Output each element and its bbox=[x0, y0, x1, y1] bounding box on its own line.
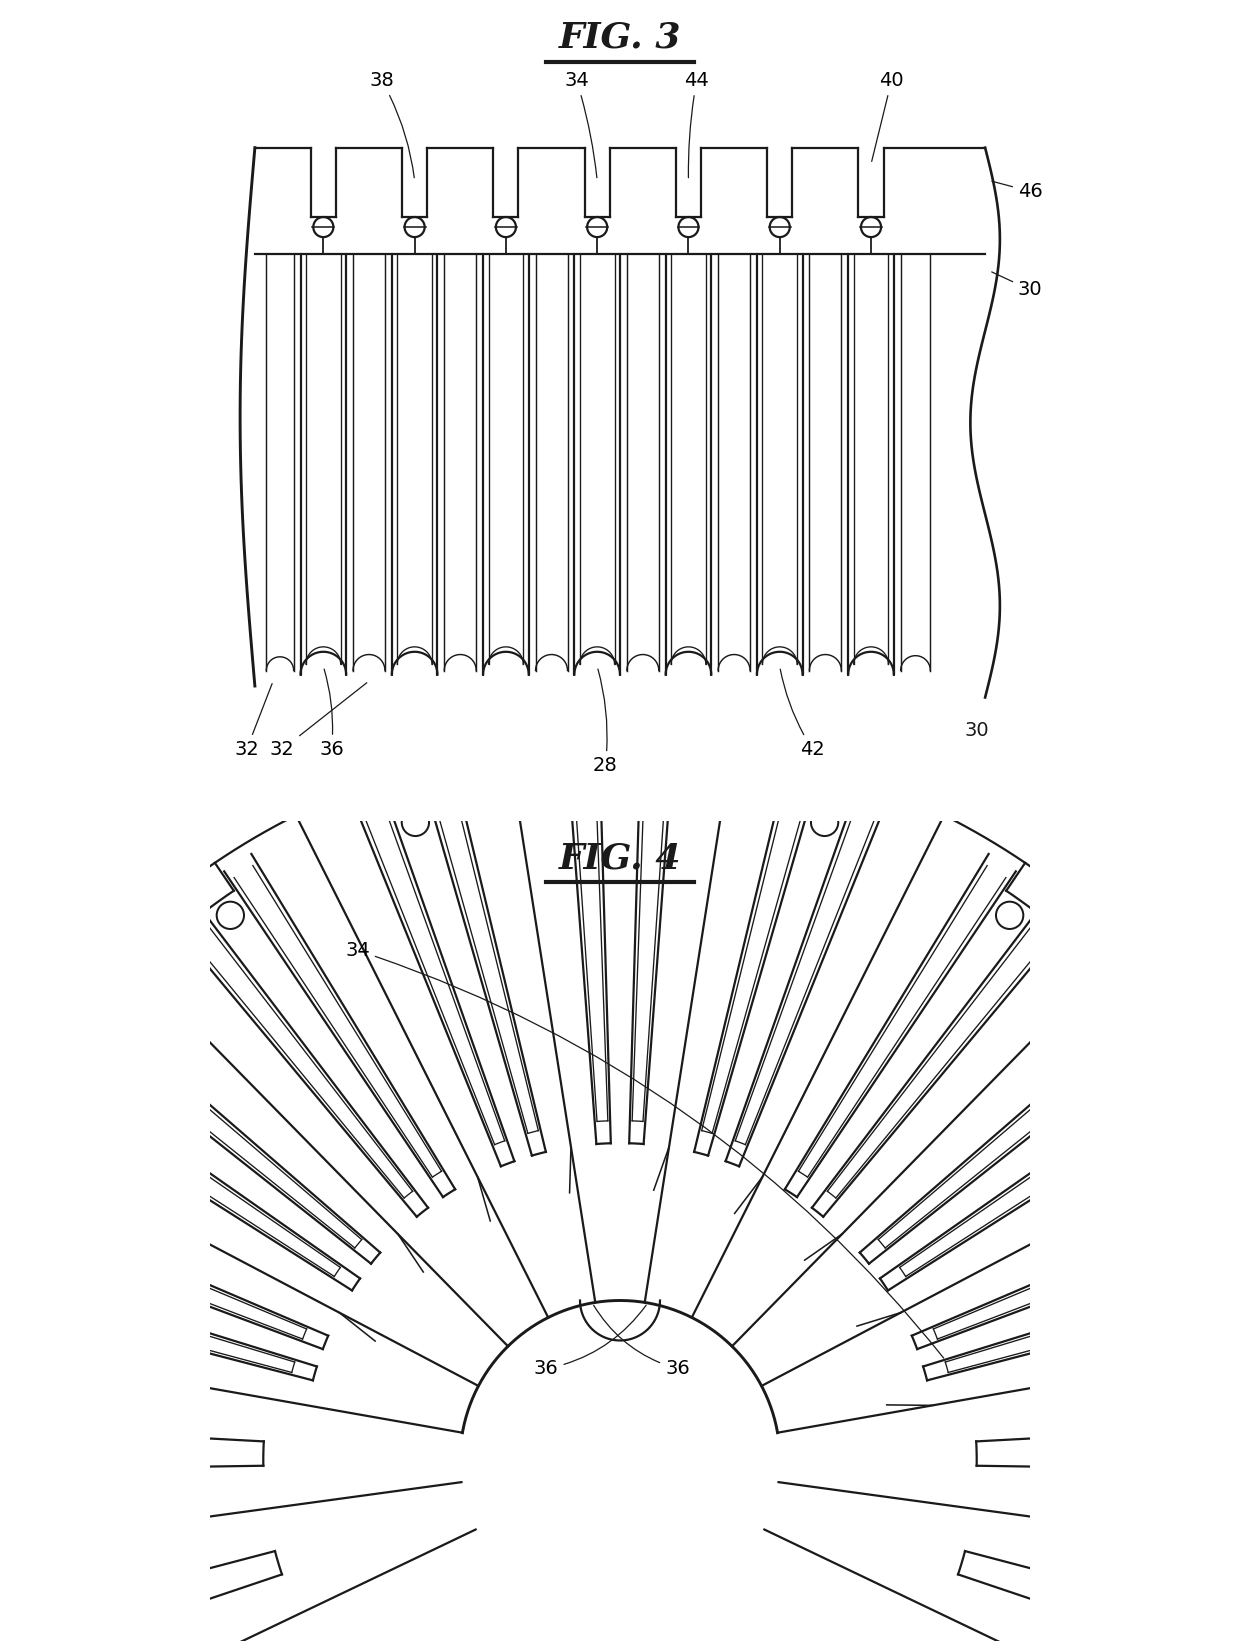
Text: 34: 34 bbox=[564, 71, 596, 177]
Text: 44: 44 bbox=[684, 71, 709, 177]
Text: 36: 36 bbox=[533, 1305, 646, 1378]
Text: 32: 32 bbox=[270, 683, 367, 758]
Text: 36: 36 bbox=[594, 1305, 689, 1378]
Text: FIG. 3: FIG. 3 bbox=[559, 20, 681, 54]
Text: 32: 32 bbox=[234, 684, 272, 758]
Text: 42: 42 bbox=[780, 670, 825, 758]
Text: 34: 34 bbox=[345, 940, 944, 1359]
Text: 28: 28 bbox=[593, 670, 618, 775]
Text: 38: 38 bbox=[370, 71, 414, 177]
Text: 40: 40 bbox=[872, 71, 904, 161]
Text: 36: 36 bbox=[319, 670, 343, 758]
Text: 30: 30 bbox=[992, 272, 1043, 299]
Text: 30: 30 bbox=[965, 720, 990, 740]
Text: FIG. 4: FIG. 4 bbox=[559, 840, 681, 875]
Text: 46: 46 bbox=[992, 181, 1043, 200]
